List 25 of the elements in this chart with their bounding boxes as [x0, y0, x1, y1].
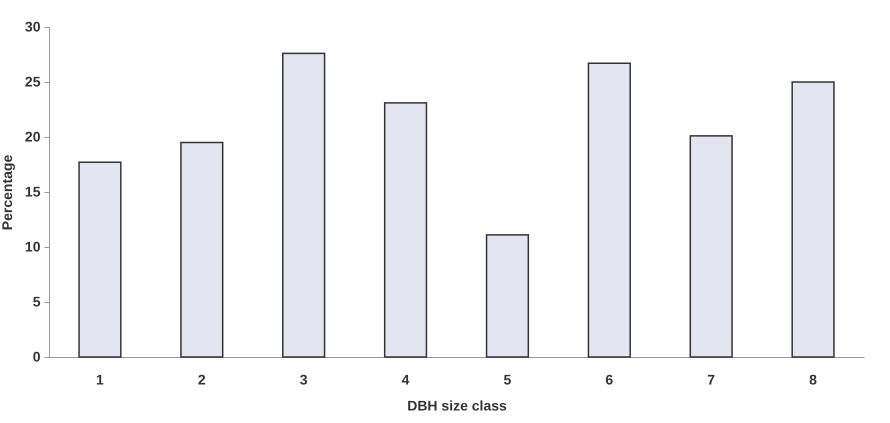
bar: [384, 102, 428, 358]
y-tick-label: 25: [24, 74, 41, 90]
x-tick-label: 3: [300, 372, 308, 388]
x-tick-label: 8: [809, 372, 818, 388]
bar: [78, 162, 122, 358]
bar: [588, 62, 631, 358]
y-axis-title: Percentage: [0, 154, 15, 230]
y-tick-label: 5: [32, 294, 41, 310]
y-tick-label: 0: [32, 348, 41, 364]
x-tick-label: 4: [402, 372, 410, 388]
bar: [791, 81, 835, 358]
x-tick-label: 5: [504, 372, 512, 388]
bar: [180, 142, 224, 358]
y-tick-label: 20: [24, 128, 41, 144]
y-tick-label: 30: [24, 18, 41, 34]
y-tick-label: 15: [24, 184, 41, 200]
y-tick-label: 10: [24, 238, 41, 254]
bar: [282, 52, 326, 358]
x-tick-label: 7: [707, 372, 716, 388]
x-tick-label: 6: [605, 372, 614, 388]
bar: [486, 234, 530, 358]
x-tick-label: 2: [198, 372, 206, 388]
bar: [690, 135, 733, 358]
x-tick-label: 1: [96, 372, 104, 388]
x-axis-title: DBH size class: [407, 398, 508, 414]
